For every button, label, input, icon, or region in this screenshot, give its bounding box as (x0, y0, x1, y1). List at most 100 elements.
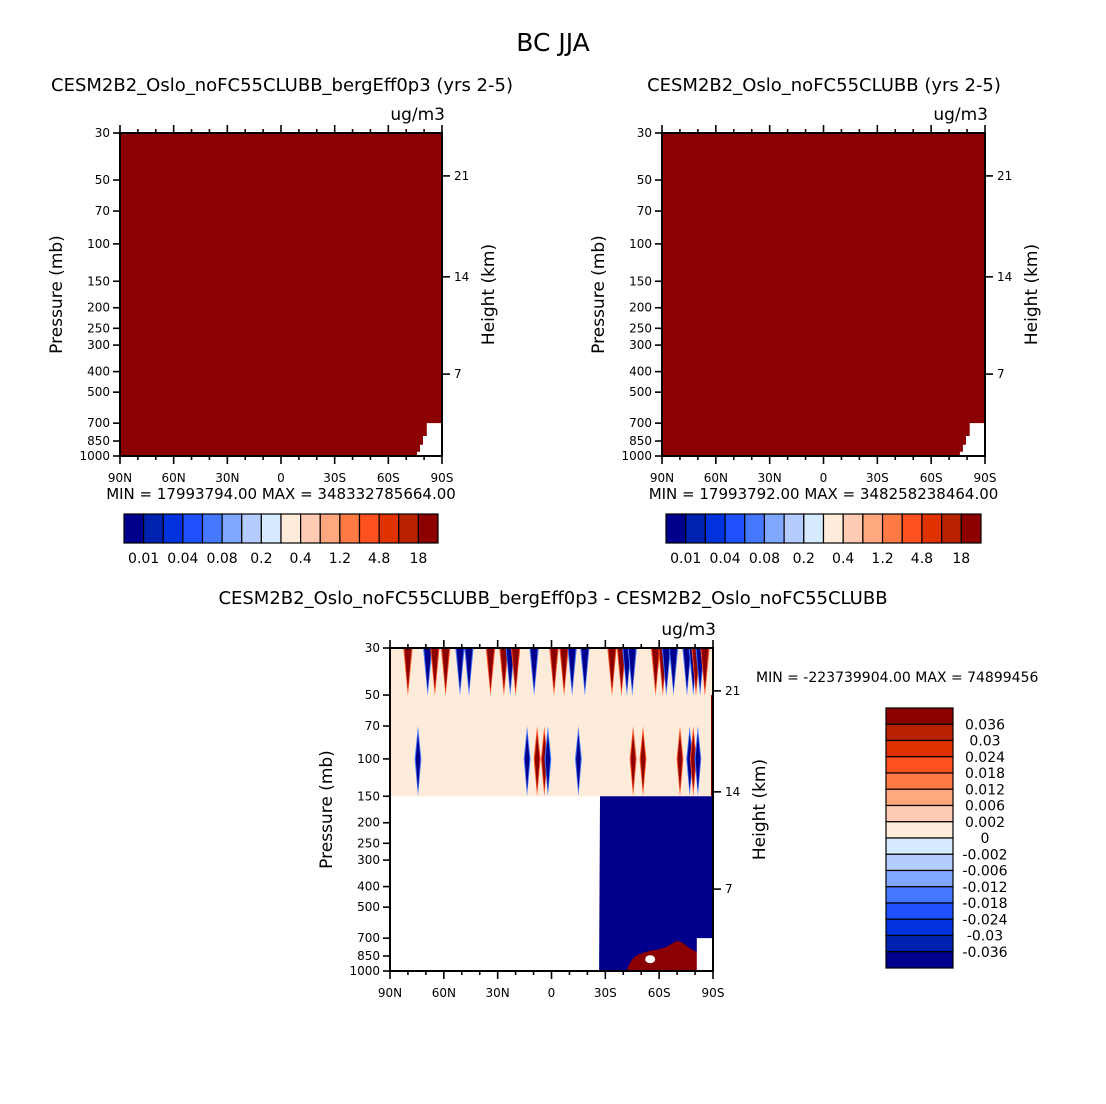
colorbar-label: 0.4 (289, 551, 311, 567)
colorbar-box (885, 886, 954, 904)
upper-spike (652, 648, 660, 690)
x-tick-label: 30S (594, 986, 617, 1000)
y-tick-label: 30 (95, 126, 110, 140)
colorbar: 0.01 0.04 0.08 0.2 0.4 1.2 4.8 18 (123, 513, 439, 567)
y-tick-label: 700 (357, 931, 380, 945)
colorbar-box (803, 513, 825, 544)
positive-difference-region (626, 940, 710, 971)
colorbar-label: 18 (952, 551, 970, 567)
colorbar-box (182, 513, 204, 544)
y-tick-label: 200 (87, 301, 110, 315)
y-tick-label: 1000 (621, 449, 652, 463)
x-tick-label: 60N (704, 471, 728, 485)
min-max-label: MIN = 17993794.00 MAX = 348332785664.00 (106, 485, 456, 503)
x-tick-label: 30N (486, 986, 510, 1000)
panel-3: 90N 60N 30N 0 30S 60S 90S305070100150200250300… (218, 588, 1038, 1000)
colorbar-box (885, 756, 954, 774)
y-tick-label: 250 (357, 836, 380, 850)
y-tick-label: 850 (629, 434, 652, 448)
y2-axis-label: Height (km) (479, 244, 499, 345)
min-max-label: MIN = 17993792.00 MAX = 348258238464.00 (649, 485, 999, 503)
y-tick-label: 400 (87, 365, 110, 379)
upper-spike (442, 648, 450, 690)
x-tick-label: 90N (378, 986, 402, 1000)
upper-spike (456, 648, 464, 690)
y-axis-label: Pressure (mb) (47, 235, 67, 354)
colorbar-box (201, 513, 223, 544)
colorbar-box (123, 513, 145, 544)
x-tick-label: 30N (215, 471, 239, 485)
colorbar-label: 4.8 (911, 551, 933, 567)
y-tick-label: 300 (87, 338, 110, 352)
colorbar-label: 0.018 (965, 766, 1005, 782)
colorbar-label: 0.4 (832, 551, 854, 567)
colorbar-box (339, 513, 361, 544)
contour-field (390, 648, 713, 971)
y-axis-label: Pressure (mb) (317, 750, 337, 869)
colorbar-label: 0.08 (749, 551, 780, 567)
colorbar-box (783, 513, 805, 544)
colorbar-box (241, 513, 262, 544)
upper-spike (581, 648, 589, 690)
colorbar-box (885, 837, 954, 855)
mid-spike (415, 733, 421, 790)
colorbar-box (724, 513, 746, 544)
colorbar-box (885, 804, 954, 823)
colorbar-box (221, 513, 243, 544)
colorbar-label: -0.006 (962, 864, 1007, 880)
upper-spike (662, 648, 670, 690)
y2-tick-label: 14 (997, 270, 1012, 284)
colorbar-label: 0.012 (965, 782, 1005, 798)
colorbar-box (885, 853, 954, 872)
colorbar-box (921, 513, 943, 544)
y-tick-label: 400 (357, 880, 380, 894)
colorbar-label: 0.08 (207, 551, 238, 567)
y-tick-label: 100 (357, 752, 380, 766)
upper-spike (608, 648, 616, 690)
upper-spike (500, 648, 508, 690)
y-tick-label: 150 (87, 274, 110, 288)
colorbar-box (862, 513, 884, 544)
colorbar-box (398, 513, 419, 544)
colorbar-box (885, 918, 954, 937)
x-tick-label: 0 (277, 471, 285, 485)
contour-field (662, 133, 985, 456)
missing-data-region (417, 423, 442, 456)
x-tick-label: 60S (648, 986, 671, 1000)
colorbar-box (885, 772, 954, 790)
colorbar-label: 0.01 (670, 551, 701, 567)
colorbar-box (941, 513, 962, 544)
colorbar-label: 0.002 (965, 815, 1005, 831)
panel-title: CESM2B2_Oslo_noFC55CLUBB (yrs 2-5) (647, 75, 1001, 96)
y2-axis-label: Height (km) (1022, 244, 1042, 345)
upper-spike (669, 648, 678, 690)
colorbar-label: 1.2 (329, 551, 351, 567)
x-tick-label: 90N (108, 471, 132, 485)
y-tick-label: 70 (637, 204, 652, 218)
figure-title: BC JJA (516, 28, 590, 57)
colorbar-label: 0.006 (965, 799, 1005, 815)
y2-tick-label: 21 (725, 684, 740, 698)
missing-data-region (959, 423, 985, 456)
units-label: ug/m3 (390, 105, 445, 125)
colorbar-label: 0.2 (250, 551, 272, 567)
y-tick-label: 50 (365, 688, 380, 702)
colorbar-box (901, 513, 923, 544)
y-tick-label: 300 (357, 853, 380, 867)
colorbar-label: 18 (409, 551, 427, 567)
y-tick-label: 30 (365, 641, 380, 655)
colorbar-box (417, 513, 439, 544)
x-tick-label: 60N (432, 986, 456, 1000)
colorbar-box (885, 869, 954, 888)
colorbar-label: 0.2 (793, 551, 815, 567)
colorbar-box (885, 934, 954, 953)
colorbar-box (885, 739, 954, 758)
colorbar-box (260, 513, 282, 544)
upper-spike (560, 648, 568, 690)
mid-spike (630, 733, 636, 790)
x-tick-label: 90N (650, 471, 674, 485)
x-tick-label: 30S (866, 471, 889, 485)
y2-tick-label: 14 (725, 785, 740, 799)
y2-tick-label: 7 (997, 367, 1005, 381)
